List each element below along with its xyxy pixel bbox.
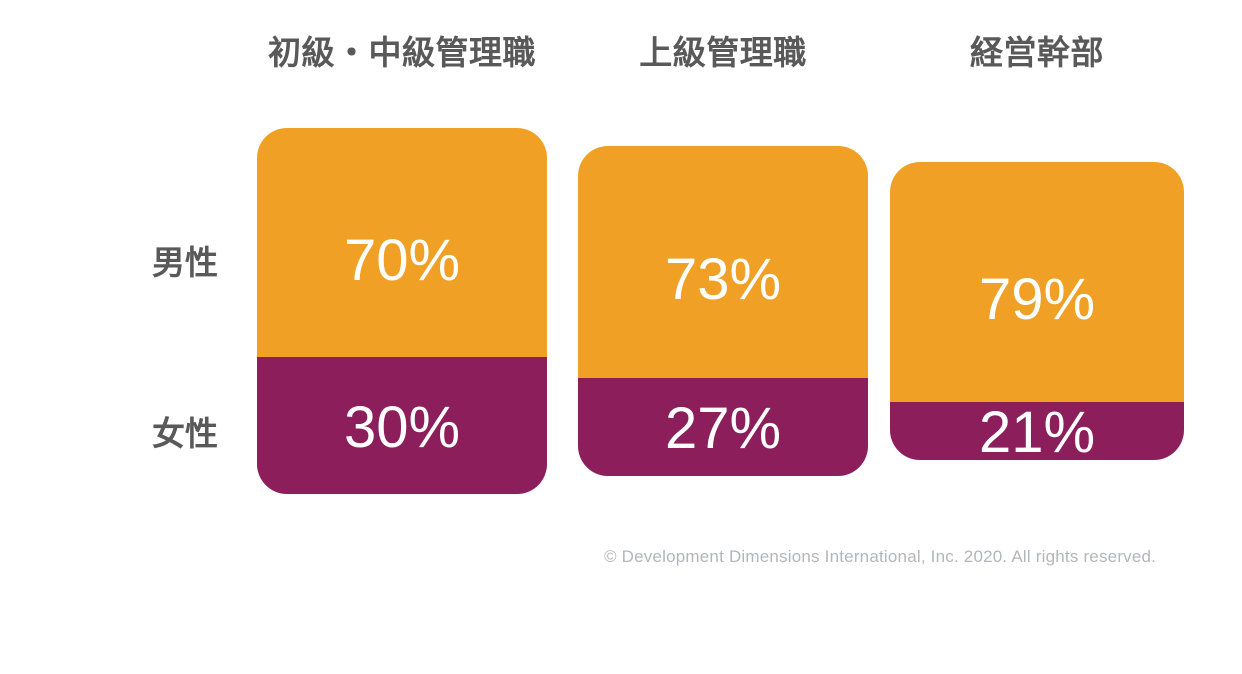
female-value-label: 30% bbox=[343, 394, 461, 460]
category-column-3: 79% 21% bbox=[890, 162, 1184, 460]
copyright-text: © Development Dimensions International, … bbox=[604, 547, 1157, 566]
male-value-label: 73% bbox=[664, 247, 782, 312]
female-segment bbox=[890, 402, 1184, 460]
female-value-label: 27% bbox=[664, 396, 782, 461]
male-value-label: 70% bbox=[343, 227, 461, 293]
female-segment bbox=[578, 378, 868, 476]
category-column-1: 70% 30% bbox=[257, 128, 547, 494]
female-value-label: 21% bbox=[978, 400, 1096, 461]
column-header-executives: 経営幹部 bbox=[970, 34, 1104, 71]
category-column-2: 73% 27% bbox=[578, 146, 868, 476]
male-value-label: 79% bbox=[978, 267, 1096, 332]
row-label-male: 男性 bbox=[152, 244, 218, 281]
column-header-junior-middle-management: 初級・中級管理職 bbox=[268, 34, 536, 71]
male-segment bbox=[578, 146, 868, 378]
row-label-female: 女性 bbox=[152, 415, 218, 452]
female-segment bbox=[257, 357, 547, 494]
male-segment bbox=[257, 128, 547, 357]
column-header-senior-management: 上級管理職 bbox=[639, 34, 807, 71]
male-segment bbox=[890, 162, 1184, 402]
